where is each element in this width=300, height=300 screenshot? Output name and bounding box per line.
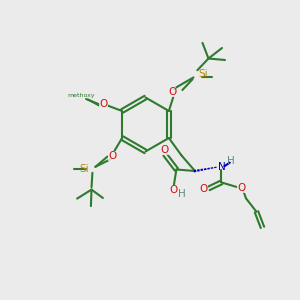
Text: Si: Si [199,69,208,80]
Text: O: O [99,99,108,110]
Text: O: O [237,182,246,193]
Text: N: N [218,162,225,172]
Text: O: O [160,145,169,155]
Text: O: O [169,184,178,195]
Text: O: O [108,151,116,161]
Text: H: H [178,188,185,199]
Text: methoxy: methoxy [68,94,95,98]
Text: O: O [200,184,208,194]
Text: H: H [227,156,235,167]
Text: O: O [168,86,176,97]
Text: Si: Si [79,164,89,174]
